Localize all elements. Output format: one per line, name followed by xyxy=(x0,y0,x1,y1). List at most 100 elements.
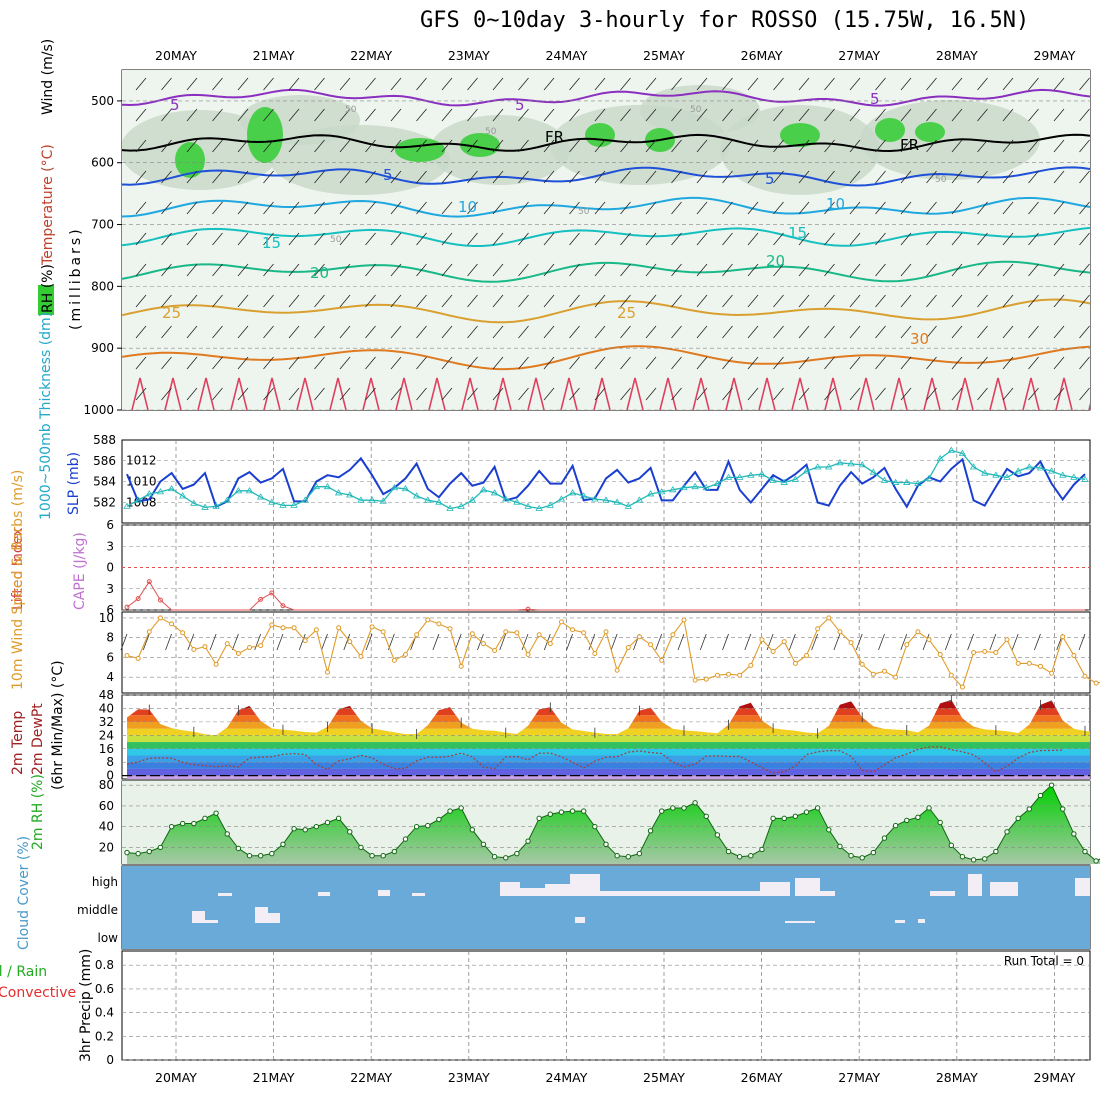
wind-barb xyxy=(390,263,402,277)
wind-barb xyxy=(1028,201,1039,215)
contour-label: 5 xyxy=(170,96,180,114)
temp-tick-label: 32 xyxy=(99,715,114,729)
thickness-point xyxy=(825,463,833,470)
thickness-point xyxy=(568,489,577,496)
surface-contour xyxy=(725,377,743,410)
wind-barb xyxy=(569,356,580,370)
rh2m-point xyxy=(692,800,698,806)
wind-speed-point xyxy=(971,650,977,655)
wind-barb xyxy=(926,77,937,91)
thickness-point xyxy=(290,501,298,508)
wind-barb xyxy=(696,325,708,339)
wind-barb xyxy=(543,77,555,91)
contour-label: 50 xyxy=(330,235,342,245)
surface-contour xyxy=(659,377,677,410)
wind-barb xyxy=(1028,263,1039,277)
wind-barb xyxy=(900,232,912,246)
temp-band xyxy=(127,742,1090,749)
contour-label: 25 xyxy=(617,304,636,322)
wind-barb xyxy=(1079,294,1090,308)
isotherm-line xyxy=(122,226,1090,247)
wind10m-barb xyxy=(588,633,596,651)
wind-barb xyxy=(977,170,988,184)
temp-band xyxy=(127,699,1090,702)
pressure-tick-label: 700 xyxy=(91,218,114,232)
wind-speed-point xyxy=(592,650,598,656)
wind-barb xyxy=(1079,139,1090,153)
wind-speed-point xyxy=(191,647,197,653)
thickness-point xyxy=(657,488,666,495)
wind-barb xyxy=(263,170,274,184)
wind-barb xyxy=(671,387,682,401)
surface-contour xyxy=(395,377,413,410)
wind-barb xyxy=(237,294,249,308)
rh2m-point xyxy=(335,815,342,822)
wind-speed-point xyxy=(302,638,308,644)
wind-speed-point xyxy=(391,657,397,663)
wind-barb xyxy=(1002,294,1014,308)
rh2m-point xyxy=(391,848,398,855)
thickness-point xyxy=(156,488,165,495)
thickness-point xyxy=(513,498,521,505)
precip-tick-label: 0.2 xyxy=(95,1029,114,1043)
wind-barb xyxy=(875,387,886,401)
wind-barb xyxy=(492,232,504,246)
wind-barb xyxy=(824,325,835,339)
cloud-level-label: middle xyxy=(77,903,118,917)
thickness-point xyxy=(379,497,387,504)
high-cloud-block xyxy=(795,878,820,896)
wind-barb xyxy=(824,356,835,370)
rh2m-point xyxy=(358,844,364,851)
wind-barb xyxy=(747,325,759,339)
wind-barb xyxy=(161,356,172,370)
rh2m-point xyxy=(547,811,554,817)
wind-barb xyxy=(824,232,835,246)
rh2m-point xyxy=(803,809,810,815)
surface-contour xyxy=(461,377,479,410)
wind-barb xyxy=(926,232,937,246)
wind-barb xyxy=(339,263,351,277)
wind-speed-point xyxy=(881,668,887,674)
precip-tick-label: 0 xyxy=(106,1053,114,1067)
wind-barb xyxy=(263,325,274,339)
wind-barb xyxy=(416,139,427,153)
wind-barb xyxy=(798,294,810,308)
date-label-top: 20MAY xyxy=(155,48,197,63)
wind-barb xyxy=(314,170,325,184)
surface-contour xyxy=(1055,377,1073,410)
surface-contour xyxy=(263,377,281,410)
wind-barb xyxy=(722,294,733,308)
wind-speed-point xyxy=(1037,663,1043,669)
wind-barb xyxy=(620,232,631,246)
rh2m-point xyxy=(725,848,732,855)
wind-barb xyxy=(237,170,249,184)
temp-tick-label: 24 xyxy=(99,728,114,742)
thickness-point xyxy=(1036,464,1045,471)
wind-barb xyxy=(135,170,147,184)
wind-barb xyxy=(645,325,657,339)
thickness-point xyxy=(145,490,153,497)
thickness-point xyxy=(368,496,376,503)
date-label-bottom: 20MAY xyxy=(155,1070,197,1085)
wind-barb xyxy=(773,263,784,277)
wind-barb xyxy=(722,201,733,215)
li-point xyxy=(280,603,286,609)
wind-barb xyxy=(722,108,733,122)
wind-axis-label: 10m Wind Speed & Barbs (m/s) xyxy=(10,470,26,690)
wind-speed-point xyxy=(848,640,854,646)
wind-barb xyxy=(365,263,376,277)
wind-barb xyxy=(671,77,682,91)
wind-barb xyxy=(1053,108,1065,122)
date-label-top: 23MAY xyxy=(448,48,490,63)
wind-barb xyxy=(314,387,325,401)
wind-barb xyxy=(773,294,784,308)
thickness-point xyxy=(1059,471,1067,478)
wind-barb xyxy=(161,170,172,184)
wind-barb xyxy=(875,356,886,370)
rh2m-point xyxy=(235,845,242,852)
wind-speed-point xyxy=(926,637,932,643)
rh2m-point xyxy=(269,850,275,857)
wind-barb xyxy=(773,356,784,370)
wind-barb xyxy=(722,387,733,401)
thickness-point xyxy=(802,467,811,474)
